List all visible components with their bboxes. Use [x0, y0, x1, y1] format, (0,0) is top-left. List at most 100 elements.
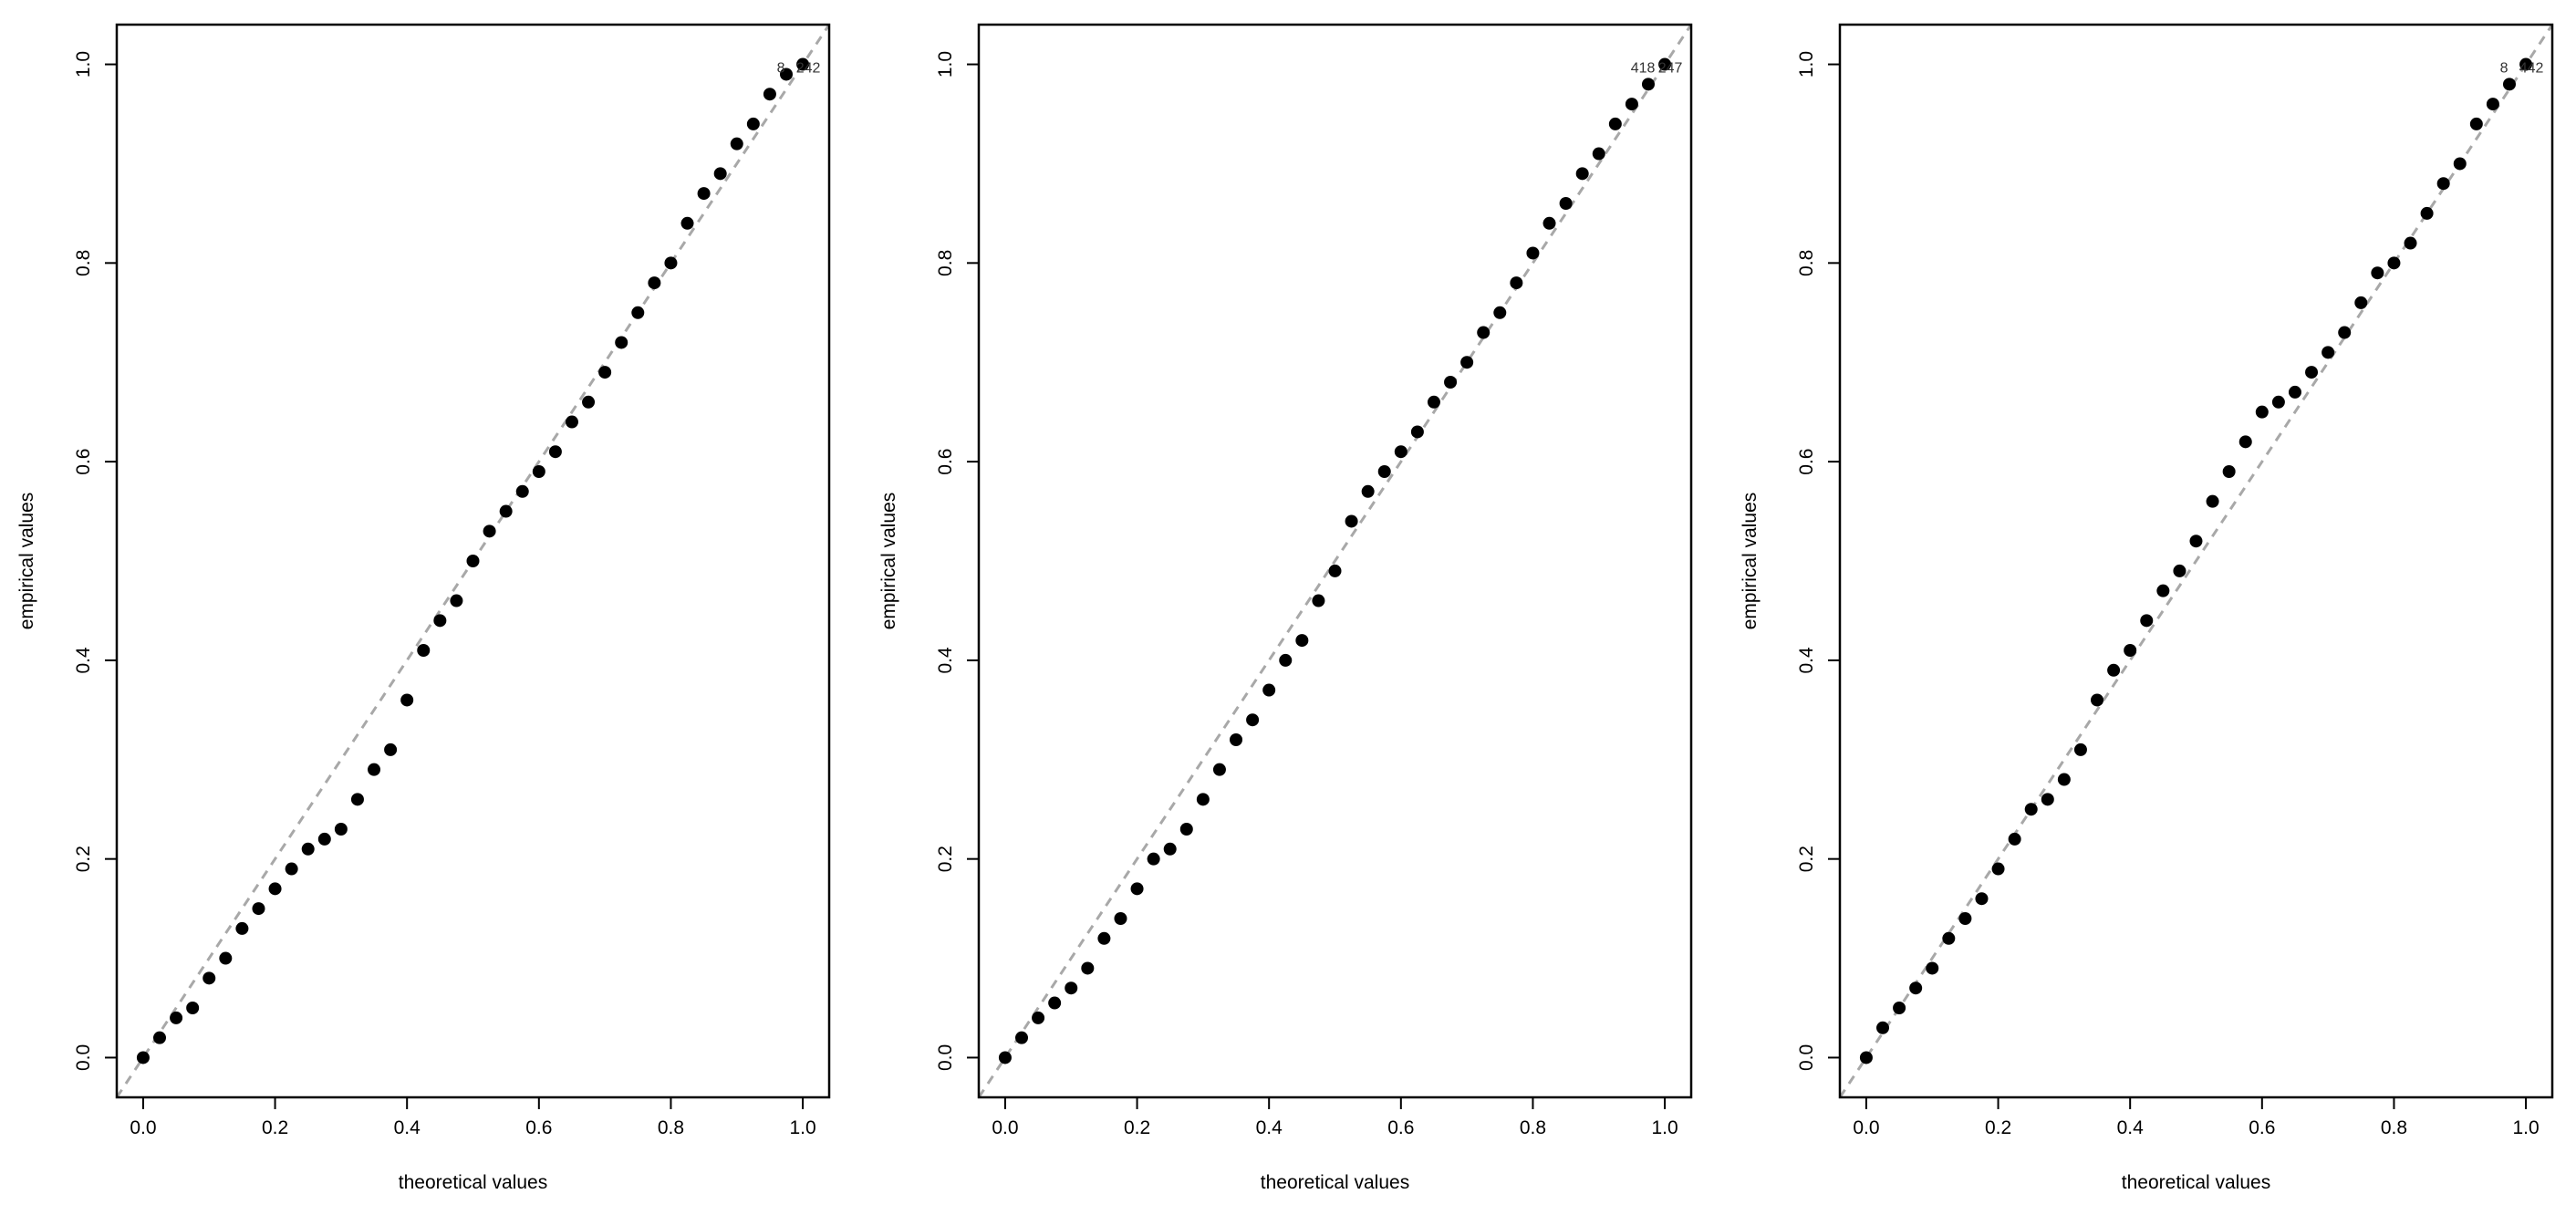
x-tick-label: 0.6: [1387, 1117, 1414, 1138]
point: [203, 971, 216, 985]
point: [1958, 912, 1972, 925]
y-tick-label: 0.6: [935, 449, 956, 475]
point: [350, 793, 364, 806]
point: [998, 1051, 1012, 1064]
plot-box: [977, 23, 1693, 1099]
point-annotation: 247: [1658, 61, 1683, 77]
point: [2305, 366, 2319, 379]
x-tick-label: 0.0: [992, 1117, 1018, 1138]
point: [1032, 1011, 1045, 1024]
point: [2271, 395, 2285, 409]
y-tick-label: 0.4: [1796, 647, 1817, 674]
point: [1575, 167, 1589, 181]
point: [2404, 236, 2417, 250]
point: [697, 187, 711, 201]
point: [2387, 256, 2401, 270]
y-tick-label: 0.0: [73, 1044, 94, 1071]
point: [2124, 644, 2137, 657]
point: [2338, 326, 2352, 339]
y-tick-label: 0.6: [73, 449, 94, 475]
point: [1893, 1002, 1906, 1014]
point: [664, 256, 678, 270]
x-tick-label: 0.4: [1256, 1117, 1283, 1138]
x-tick-label: 0.0: [130, 1117, 156, 1138]
point: [2173, 564, 2186, 577]
point: [1230, 733, 1243, 746]
y-tick-label: 0.0: [1796, 1044, 1817, 1071]
point-annotation: 418: [1631, 61, 1656, 77]
point: [1975, 892, 1989, 906]
reference-line: [1838, 24, 2554, 1098]
point: [1048, 996, 1062, 1010]
point: [1559, 197, 1573, 210]
point: [713, 167, 727, 181]
point: [1114, 912, 1127, 925]
point: [2008, 832, 2021, 846]
point: [631, 306, 645, 319]
point: [1361, 484, 1375, 498]
point: [1859, 1051, 1873, 1064]
point: [186, 1002, 200, 1014]
point: [1295, 634, 1309, 648]
x-axis-label: theoretical values: [399, 1172, 547, 1193]
y-tick-label: 0.8: [73, 250, 94, 276]
point: [1015, 1031, 1029, 1044]
x-tick-label: 0.4: [2117, 1117, 2145, 1138]
x-tick-label: 0.8: [1520, 1117, 1546, 1138]
point: [1130, 882, 1144, 896]
point: [2354, 296, 2368, 309]
x-tick-label: 1.0: [1651, 1117, 1678, 1138]
plot-box: [1838, 23, 2554, 1099]
point-annotation: 8: [2500, 61, 2508, 77]
x-tick-label: 0.2: [262, 1117, 288, 1138]
point: [565, 415, 578, 429]
point: [400, 693, 414, 707]
point: [450, 594, 463, 608]
x-tick-label: 0.6: [2249, 1117, 2275, 1138]
point: [2371, 266, 2384, 280]
y-tick-label: 0.4: [935, 647, 956, 674]
point: [1196, 793, 1210, 806]
point: [235, 921, 249, 935]
point: [2238, 435, 2252, 449]
point: [2073, 742, 2087, 756]
y-tick-label: 0.8: [935, 250, 956, 276]
point: [1163, 842, 1177, 856]
y-tick-label: 0.8: [1796, 250, 1817, 276]
x-tick-label: 1.0: [789, 1117, 815, 1138]
x-tick-label: 0.2: [1985, 1117, 2011, 1138]
point: [219, 951, 233, 965]
point: [334, 823, 348, 836]
point: [532, 465, 545, 478]
point: [153, 1031, 167, 1044]
point: [499, 504, 513, 518]
point: [2288, 385, 2301, 399]
point: [1081, 961, 1095, 975]
y-tick-label: 0.2: [73, 846, 94, 872]
x-axis-label: theoretical values: [1261, 1172, 1409, 1193]
point: [2519, 57, 2533, 71]
point: [648, 276, 661, 290]
x-tick-label: 0.8: [2381, 1117, 2407, 1138]
point: [1065, 981, 1078, 995]
point: [746, 117, 760, 130]
y-axis-label: empirical values: [1740, 493, 1761, 630]
y-tick-label: 1.0: [73, 51, 94, 78]
point: [730, 137, 743, 151]
point: [1147, 852, 1160, 866]
point: [2255, 405, 2269, 419]
point: [2189, 535, 2203, 548]
point: [1212, 763, 1226, 776]
point: [2041, 793, 2054, 806]
point: [2091, 693, 2104, 707]
x-tick-label: 1.0: [2512, 1117, 2539, 1138]
point: [170, 1011, 183, 1024]
point: [1608, 117, 1622, 130]
point: [763, 88, 776, 101]
y-axis-label: empirical values: [16, 493, 37, 630]
point: [796, 57, 810, 71]
point: [433, 614, 447, 628]
point: [1246, 713, 1260, 727]
y-axis-label: empirical values: [878, 493, 899, 630]
